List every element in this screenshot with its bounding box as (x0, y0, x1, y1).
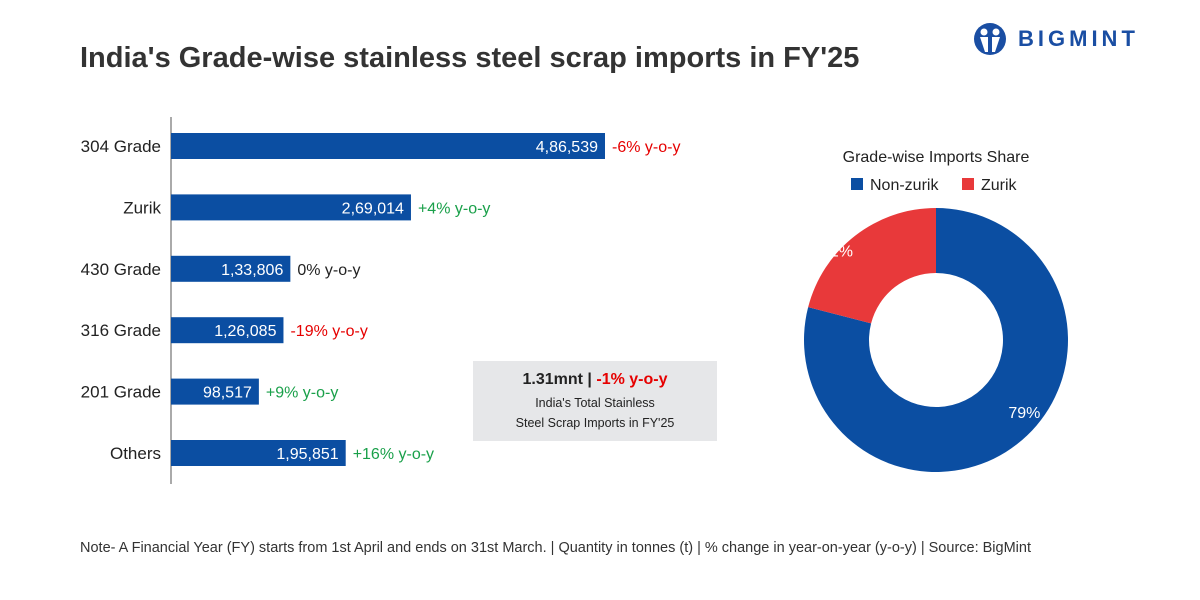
pie-slice (804, 208, 1068, 472)
bar (171, 378, 259, 405)
summary-box: 1.31mnt | -1% y-o-y India's Total Stainl… (473, 361, 717, 441)
category-label: Others (110, 444, 161, 463)
bar (171, 194, 411, 221)
pie-value-label: 21% (821, 243, 853, 260)
pie-slice (808, 208, 936, 324)
logo-text: BIGMINT (1018, 26, 1139, 51)
summary-line2: Steel Scrap Imports in FY'25 (515, 416, 675, 430)
pie-value-label: 79% (1008, 405, 1040, 422)
bar (171, 133, 605, 159)
bar (171, 317, 284, 344)
bar-value-label: 1,95,851 (276, 446, 338, 463)
category-label: 304 Grade (81, 137, 161, 156)
category-label: 201 Grade (81, 383, 161, 402)
bar (171, 440, 346, 466)
legend-swatch (851, 178, 863, 190)
summary-line1: India's Total Stainless (535, 396, 655, 410)
footnote: Note- A Financial Year (FY) starts from … (80, 540, 1031, 556)
legend-label: Zurik (981, 177, 1018, 194)
bigmint-logo: BIGMINT (972, 22, 1139, 56)
yoy-label: -19% y-o-y (290, 323, 367, 340)
bar-value-label: 98,517 (203, 385, 252, 402)
logo-icon (974, 23, 1006, 55)
yoy-label: +9% y-o-y (266, 385, 338, 402)
category-label: 430 Grade (81, 260, 161, 279)
chart-title: India's Grade-wise stainless steel scrap… (80, 42, 860, 74)
yoy-label: 0% y-o-y (297, 262, 360, 279)
legend-swatch (962, 178, 974, 190)
summary-sep: | (587, 371, 592, 388)
bar-value-label: 1,33,806 (221, 262, 283, 279)
yoy-label: +16% y-o-y (353, 446, 434, 463)
summary-value: 1.31mnt (522, 371, 583, 388)
legend-label: Non-zurik (870, 177, 939, 194)
category-label: Zurik (123, 198, 161, 217)
bar (171, 255, 291, 282)
category-label: 316 Grade (81, 321, 161, 340)
summary-change: -1% y-o-y (596, 371, 668, 388)
bar-value-label: 1,26,085 (214, 323, 276, 340)
yoy-label: -6% y-o-y (612, 139, 680, 156)
yoy-label: +4% y-o-y (418, 200, 490, 217)
pie-title: Grade-wise Imports Share (843, 149, 1030, 166)
bar-value-label: 2,69,014 (342, 200, 404, 217)
bar-value-label: 4,86,539 (536, 139, 598, 156)
